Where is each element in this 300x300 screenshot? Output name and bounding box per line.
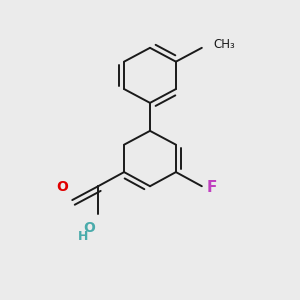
Text: O: O xyxy=(83,221,95,235)
Text: F: F xyxy=(206,180,217,195)
Text: O: O xyxy=(56,180,68,194)
Text: H: H xyxy=(77,230,88,243)
Text: CH₃: CH₃ xyxy=(214,38,236,51)
